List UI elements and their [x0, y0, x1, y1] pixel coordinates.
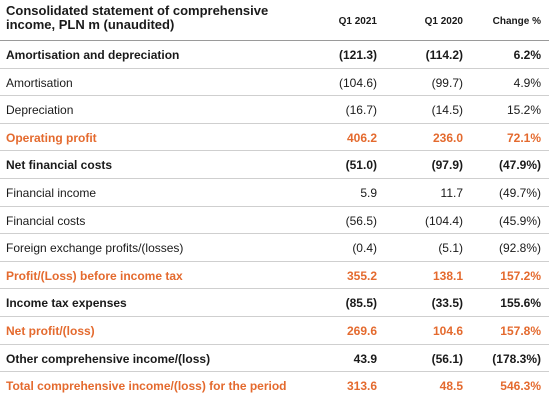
table-title: Consolidated statement of comprehensive …	[6, 4, 306, 32]
row-label: Other comprehensive income/(loss)	[6, 351, 211, 366]
value-q1-2020: (33.5)	[431, 296, 463, 311]
value-q1-2021: (0.4)	[352, 241, 377, 256]
table-row-income-tax-expenses: Income tax expenses (85.5) (33.5) 155.6%	[0, 289, 549, 317]
value-q1-2020: 236.0	[432, 130, 463, 145]
row-label: Total comprehensive income/(loss) for th…	[6, 379, 287, 394]
table-row-amortisation: Amortisation (104.6) (99.7) 4.9%	[0, 69, 549, 97]
value-q1-2021: 269.6	[346, 323, 377, 338]
row-label: Financial costs	[6, 213, 86, 228]
table-row-profit-before-income-tax: Profit/(Loss) before income tax 355.2 13…	[0, 262, 549, 290]
row-label: Net profit/(loss)	[6, 323, 95, 338]
value-change: 546.3%	[500, 379, 541, 394]
value-change: (178.3%)	[492, 351, 541, 366]
value-q1-2020: 138.1	[432, 268, 463, 283]
value-q1-2020: 48.5	[439, 379, 463, 394]
value-change: (47.9%)	[498, 158, 541, 173]
value-q1-2021: 43.9	[353, 351, 377, 366]
value-q1-2021: 406.2	[346, 130, 377, 145]
value-q1-2021: (104.6)	[338, 75, 377, 90]
value-q1-2021: (56.5)	[345, 213, 377, 228]
value-q1-2020: 11.7	[440, 185, 463, 200]
value-q1-2021: 355.2	[346, 268, 377, 283]
value-q1-2021: (85.5)	[345, 296, 377, 311]
value-q1-2020: (5.1)	[438, 241, 463, 256]
value-q1-2020: (14.5)	[431, 103, 463, 118]
table-row-depreciation: Depreciation (16.7) (14.5) 15.2%	[0, 96, 549, 124]
value-q1-2020: (99.7)	[431, 75, 463, 90]
value-change: 155.6%	[500, 296, 541, 311]
table-body: Amortisation and depreciation (121.3) (1…	[0, 41, 549, 400]
table-title-line-1: Consolidated statement of comprehensive	[6, 3, 269, 18]
value-change: 157.8%	[500, 323, 541, 338]
value-change: 157.2%	[500, 268, 541, 283]
table-row-foreign-exchange: Foreign exchange profits/(losses) (0.4) …	[0, 234, 549, 262]
table-row-amortisation-and-depreciation: Amortisation and depreciation (121.3) (1…	[0, 41, 549, 69]
column-header-q1-2021: Q1 2021	[338, 16, 377, 27]
value-q1-2021: (16.7)	[345, 103, 377, 118]
column-header-change-percent: Change %	[492, 16, 541, 27]
table-row-financial-income: Financial income 5.9 11.7 (49.7%)	[0, 179, 549, 207]
row-label: Depreciation	[6, 103, 74, 118]
row-label: Amortisation and depreciation	[6, 48, 180, 62]
row-label: Income tax expenses	[6, 296, 127, 311]
value-q1-2021: (121.3)	[338, 48, 377, 62]
row-label: Financial income	[6, 185, 97, 200]
row-label: Profit/(Loss) before income tax	[6, 268, 183, 283]
value-change: (49.7%)	[498, 185, 541, 200]
table-row-total-comprehensive-income: Total comprehensive income/(loss) for th…	[0, 372, 549, 400]
table-row-financial-costs: Financial costs (56.5) (104.4) (45.9%)	[0, 207, 549, 235]
value-change: (45.9%)	[498, 213, 541, 228]
row-label: Foreign exchange profits/(losses)	[6, 241, 184, 256]
value-q1-2020: (97.9)	[431, 158, 463, 173]
table-row-net-profit: Net profit/(loss) 269.6 104.6 157.8%	[0, 317, 549, 345]
value-change: 72.1%	[506, 130, 541, 145]
row-label: Net financial costs	[6, 158, 113, 173]
value-q1-2020: (114.2)	[425, 48, 463, 62]
value-q1-2020: (104.4)	[424, 213, 463, 228]
value-q1-2020: (56.1)	[431, 351, 463, 366]
value-q1-2020: 104.6	[432, 323, 463, 338]
table-row-operating-profit: Operating profit 406.2 236.0 72.1%	[0, 124, 549, 152]
row-label: Amortisation	[6, 75, 73, 90]
value-change: 15.2%	[506, 103, 541, 118]
value-change: (92.8%)	[498, 241, 541, 256]
value-change: 6.2%	[513, 48, 541, 62]
column-header-q1-2020: Q1 2020	[424, 16, 463, 27]
table-header: Consolidated statement of comprehensive …	[0, 0, 549, 41]
row-label: Operating profit	[6, 130, 97, 145]
value-q1-2021: 5.9	[360, 185, 377, 200]
value-q1-2021: (51.0)	[345, 158, 377, 173]
value-q1-2021: 313.6	[346, 379, 377, 394]
value-change: 4.9%	[513, 75, 541, 90]
table-row-net-financial-costs: Net financial costs (51.0) (97.9) (47.9%…	[0, 151, 549, 179]
table-row-other-comprehensive-income: Other comprehensive income/(loss) 43.9 (…	[0, 345, 549, 373]
table-title-line-2: income, PLN m (unaudited)	[6, 17, 175, 32]
